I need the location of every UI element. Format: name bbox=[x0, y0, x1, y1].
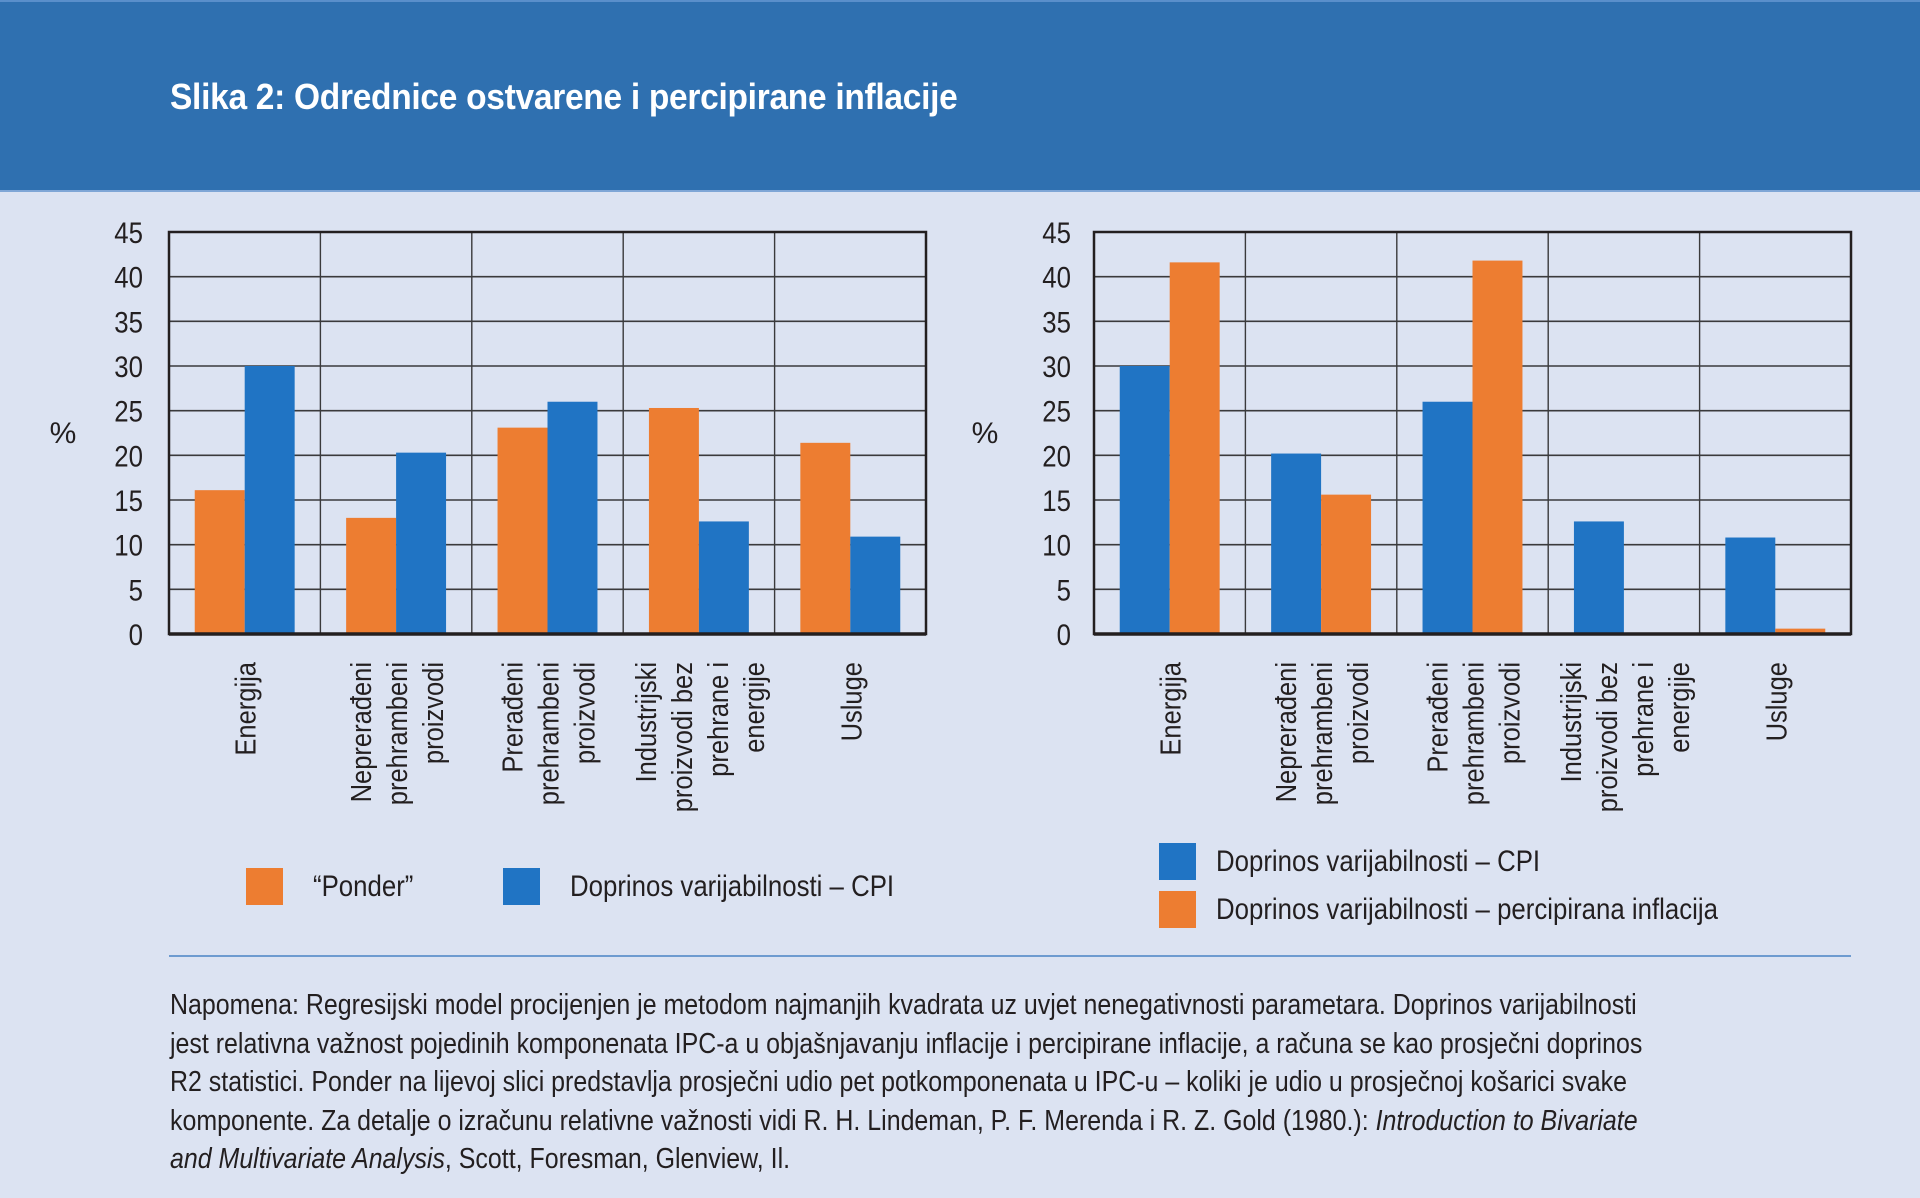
legend-label: Doprinos varijabilnosti – CPI bbox=[570, 869, 895, 903]
bar-series-2 bbox=[244, 366, 295, 634]
y-tick-label: 45 bbox=[114, 216, 143, 249]
x-category-label: prehrambeni bbox=[1306, 662, 1339, 805]
note-line: komponente. Za detalje o izračunu relati… bbox=[170, 1102, 1890, 1141]
x-category-label: Neprerađeni bbox=[1270, 662, 1303, 802]
y-tick-label: 15 bbox=[114, 484, 143, 517]
note-line: R2 statistici. Ponder na lijevoj slici p… bbox=[170, 1066, 1627, 1098]
y-tick-label: 0 bbox=[129, 618, 143, 651]
x-category-label: Prerađeni bbox=[496, 662, 529, 773]
x-category-label: Energija bbox=[229, 661, 262, 755]
bar-series-2 bbox=[547, 401, 598, 634]
bar-series-1 bbox=[1271, 453, 1322, 634]
legend-item-cpi-right: Doprinos varijabilnosti – CPI bbox=[1159, 843, 1593, 880]
bar-series-1 bbox=[800, 442, 851, 634]
y-tick-label: 0 bbox=[1057, 618, 1071, 651]
x-category-label: Usluge bbox=[1760, 662, 1793, 741]
bar-series-2 bbox=[1169, 262, 1220, 634]
y-tick-label: 35 bbox=[1042, 306, 1071, 339]
x-category-label: prehrambeni bbox=[381, 662, 414, 805]
bar-series-1 bbox=[1119, 366, 1170, 634]
y-tick-label: 10 bbox=[114, 529, 143, 562]
bar-series-2 bbox=[1321, 494, 1372, 634]
legend-item-perceived: Doprinos varijabilnosti – percipirana in… bbox=[1159, 891, 1800, 928]
x-category-label: proizvodi bbox=[568, 662, 601, 764]
y-tick-label: 35 bbox=[114, 306, 143, 339]
y-tick-label: 30 bbox=[1042, 350, 1071, 383]
bar-series-1 bbox=[346, 517, 397, 634]
x-category-label: prehrane i bbox=[701, 662, 734, 777]
separator-line bbox=[169, 955, 1851, 957]
bar-series-1 bbox=[1725, 537, 1776, 634]
x-category-label: proizvodi bez bbox=[1590, 662, 1623, 812]
y-tick-label: 10 bbox=[1042, 529, 1071, 562]
x-category-label: Neprerađeni bbox=[345, 662, 378, 802]
note-text-plain: komponente. Za detalje o izračunu relati… bbox=[170, 1104, 1376, 1137]
x-category-label: prehrane i bbox=[1626, 662, 1659, 777]
note-line: jest relativna važnost pojedinih kompone… bbox=[170, 1027, 1643, 1060]
figure-title: Slika 2: Odrednice ostvarene i percipira… bbox=[170, 76, 958, 117]
note-line: Napomena: Regresijski model procijenjen … bbox=[170, 989, 1637, 1021]
y-tick-label: 45 bbox=[1042, 216, 1071, 249]
y-tick-label: 25 bbox=[114, 395, 143, 428]
y-axis-label: % bbox=[972, 417, 999, 450]
x-category-label: Industrijski bbox=[629, 662, 662, 782]
y-tick-label: 5 bbox=[1057, 574, 1071, 607]
x-category-label: proizvodi bez bbox=[665, 662, 698, 812]
bar-series-2 bbox=[1775, 628, 1826, 634]
legend-label: Doprinos varijabilnosti – percipirana in… bbox=[1216, 892, 1718, 926]
x-category-label: energije bbox=[737, 662, 770, 753]
y-tick-label: 15 bbox=[1042, 484, 1071, 517]
x-category-label: proizvodi bbox=[1493, 662, 1526, 764]
bar-series-2 bbox=[850, 536, 901, 634]
note-text-plain: , Scott, Foresman, Glenview, Il. bbox=[444, 1143, 791, 1175]
x-category-label: prehrambeni bbox=[532, 662, 565, 805]
bar-series-1 bbox=[648, 407, 699, 634]
x-category-label: energije bbox=[1662, 662, 1695, 753]
note-book-title: and Multivariate Analysis bbox=[170, 1143, 445, 1175]
bar-series-1 bbox=[1573, 521, 1624, 634]
y-tick-label: 30 bbox=[114, 350, 143, 383]
x-category-label: proizvodi bbox=[1342, 662, 1375, 764]
y-tick-label: 25 bbox=[1042, 395, 1071, 428]
bar-series-1 bbox=[1422, 401, 1473, 634]
note-text: Napomena: Regresijski model procijenjen … bbox=[170, 986, 1890, 1179]
legend-swatch-blue bbox=[1159, 843, 1196, 880]
y-axis-label: % bbox=[50, 417, 77, 450]
bar-series-1 bbox=[194, 490, 245, 634]
y-tick-label: 20 bbox=[1042, 440, 1071, 473]
legend-item-cpi: Doprinos varijabilnosti – CPI bbox=[503, 868, 947, 905]
x-category-label: Energija bbox=[1154, 661, 1187, 755]
y-tick-label: 5 bbox=[129, 574, 143, 607]
y-tick-label: 40 bbox=[114, 261, 143, 294]
legend-label: Doprinos varijabilnosti – CPI bbox=[1216, 844, 1541, 878]
figure-header: Slika 2: Odrednice ostvarene i percipira… bbox=[0, 0, 1920, 192]
legend-swatch-orange bbox=[246, 868, 283, 905]
bar-series-1 bbox=[497, 427, 548, 634]
legend-label: “Ponder” bbox=[313, 869, 414, 903]
bar-series-2 bbox=[1472, 260, 1523, 634]
note-line: and Multivariate Analysis, Scott, Foresm… bbox=[170, 1140, 1890, 1179]
note-book-title: Introduction to Bivariate bbox=[1375, 1104, 1638, 1137]
x-category-label: Usluge bbox=[835, 662, 868, 741]
legend-swatch-blue bbox=[503, 868, 540, 905]
y-tick-label: 40 bbox=[1042, 261, 1071, 294]
y-tick-label: 20 bbox=[114, 440, 143, 473]
x-category-label: Prerađeni bbox=[1421, 662, 1454, 773]
x-category-label: prehrambeni bbox=[1457, 662, 1490, 805]
bar-series-2 bbox=[698, 521, 749, 634]
x-category-label: proizvodi bbox=[417, 662, 450, 764]
legend-swatch-orange bbox=[1159, 891, 1196, 928]
legend-item-ponder: “Ponder” bbox=[246, 868, 430, 905]
x-category-label: Industrijski bbox=[1554, 662, 1587, 782]
bar-series-2 bbox=[396, 452, 447, 634]
